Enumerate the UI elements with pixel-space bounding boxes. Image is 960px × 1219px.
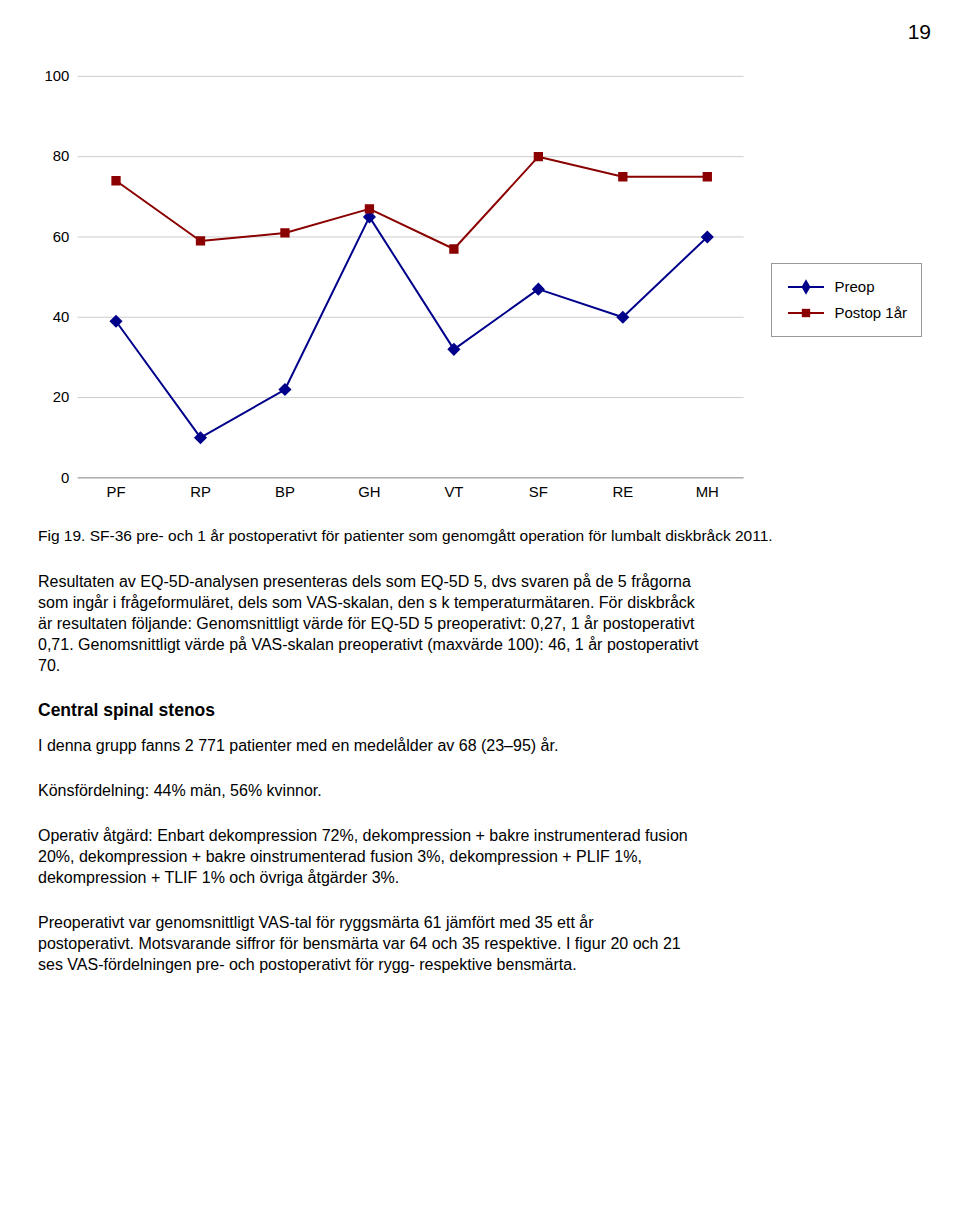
svg-text:SF: SF [529,484,548,500]
svg-text:20: 20 [53,389,70,405]
html-text:Könsfördelning: 44% män, 56% k: Könsfördelning: 44% män, 56% kvinnor. [38,782,322,800]
svg-text:80: 80 [53,148,70,164]
html-text:postoperativt. Motsvarande sif: postoperativt. Motsvarande siffror för b… [38,935,681,953]
html-text:Preoperativt var genomsnittlig: Preoperativt var genomsnittligt VAS-tal … [38,914,594,932]
svg-text:MH: MH [696,484,719,500]
html-text:19: 19 [907,20,931,43]
html-text:Fig 19. SF-36 pre- och 1 år po: Fig 19. SF-36 pre- och 1 år postoperativ… [38,527,773,545]
svg-text:GH: GH [358,484,380,500]
html-text:Resultaten av EQ-5D-analysen p: Resultaten av EQ-5D-analysen presenteras… [38,573,691,591]
html-text:70.: 70. [38,657,61,675]
html-text:20%, dekompression + bakre oin: 20%, dekompression + bakre oinstrumenter… [38,848,642,866]
html-text:Postop 1år: Postop 1år [834,303,907,321]
html-text:I denna grupp fanns 2 771 pati: I denna grupp fanns 2 771 patienter med … [38,737,559,755]
html-text:som ingår i frågeformuläret, d: som ingår i frågeformuläret, dels som VA… [38,594,695,612]
svg-text:RP: RP [190,484,211,500]
svg-text:40: 40 [53,309,70,325]
html-text:ses VAS-fördelningen pre- och: ses VAS-fördelningen pre- och postoperat… [38,956,577,974]
html-text:dekompression + TLIF 1% och öv: dekompression + TLIF 1% och övriga åtgär… [38,869,400,887]
html-text:Preop: Preop [834,277,875,295]
html-text:0,71. Genomsnittligt värde på: 0,71. Genomsnittligt värde på VAS-skalan… [38,636,699,654]
html-text:är resultaten följande: Genoms: är resultaten följande: Genomsnittligt v… [38,615,695,633]
svg-text:100: 100 [44,68,69,84]
svg-text:60: 60 [53,229,70,245]
svg-text:BP: BP [275,484,295,500]
html-text:Central spinal stenos: Central spinal stenos [38,700,215,721]
svg-text:RE: RE [612,484,633,500]
svg-text:PF: PF [107,484,126,500]
html-text:Operativ åtgärd: Enbart dekomp: Operativ åtgärd: Enbart dekompression 72… [38,827,688,845]
svg-text:0: 0 [61,470,69,486]
svg-text:VT: VT [444,484,463,500]
